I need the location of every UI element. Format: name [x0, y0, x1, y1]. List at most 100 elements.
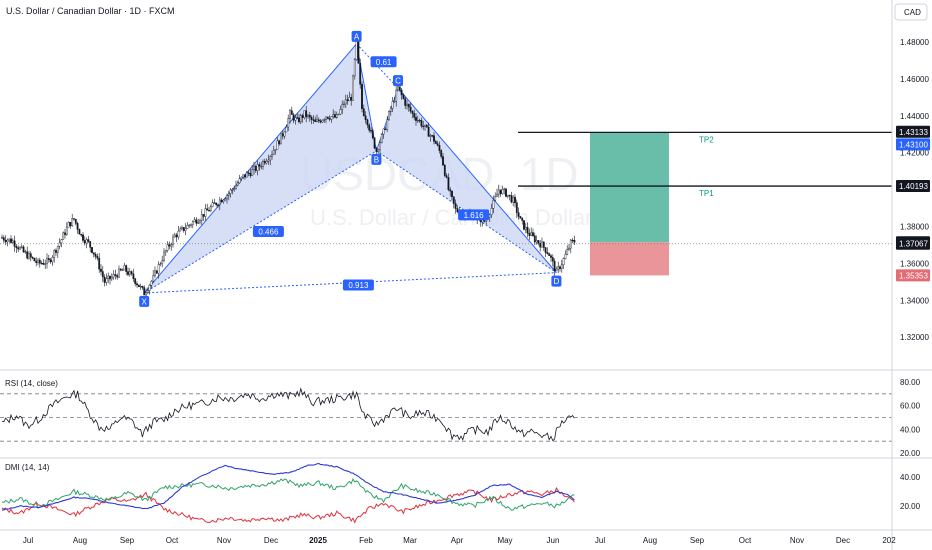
- pattern-leg-cd: [397, 87, 557, 273]
- candle-body: [355, 40, 358, 60]
- pattern-point-x-badge[interactable]: [139, 295, 150, 307]
- pattern-point-c-badge[interactable]: [393, 75, 403, 87]
- pattern-point-d-badge[interactable]: [551, 275, 562, 287]
- candle-body: [71, 218, 74, 227]
- candle-body: [38, 259, 41, 264]
- candle-body: [524, 227, 527, 230]
- candle-body: [303, 110, 306, 118]
- pattern-point-a-badge[interactable]: [351, 30, 362, 42]
- pattern-point-a: A: [354, 32, 360, 41]
- time-tick-label: Nov: [217, 536, 231, 545]
- candle-body: [299, 115, 302, 123]
- dmi-pane[interactable]: [1, 462, 575, 524]
- candle-body: [488, 214, 491, 218]
- price-tag[interactable]: [896, 180, 930, 193]
- candle-body: [353, 59, 356, 77]
- candle-body: [285, 126, 288, 133]
- candle-body: [247, 172, 250, 174]
- price-tick-label: 1.46000: [900, 75, 929, 84]
- price-tag[interactable]: [896, 237, 930, 250]
- candle-body: [533, 235, 536, 243]
- currency-box[interactable]: [894, 3, 928, 21]
- candle-body: [69, 222, 72, 227]
- candle-body: [119, 268, 122, 271]
- long-position-loss-zone[interactable]: [590, 242, 669, 276]
- candle-body: [175, 234, 178, 238]
- candle-body: [164, 250, 167, 253]
- candle-body: [490, 208, 493, 216]
- candle-body: [10, 238, 12, 243]
- pattern-point-b-badge[interactable]: [371, 153, 382, 165]
- candle-body: [240, 176, 243, 179]
- candle-body: [492, 200, 495, 209]
- candle-body: [204, 208, 207, 217]
- price-tag-label: 1.35353: [899, 271, 928, 280]
- candle-body: [548, 253, 551, 256]
- candle-body: [537, 240, 540, 244]
- candle-body: [208, 210, 210, 212]
- candle-body: [316, 119, 318, 123]
- candle-body: [173, 234, 176, 238]
- candle-body: [350, 97, 353, 101]
- candle-body: [447, 177, 450, 190]
- candle-body: [20, 246, 23, 248]
- candle-body: [202, 214, 205, 217]
- price-tick-label: 1.34000: [900, 296, 929, 305]
- time-tick-label: Feb: [359, 536, 373, 545]
- time-tick-label: Sep: [120, 536, 135, 545]
- pattern-ratio-label: 0.913: [348, 281, 369, 290]
- pattern-ratio-badge: [370, 56, 397, 68]
- candle-body: [413, 113, 416, 118]
- candle-body: [80, 234, 83, 236]
- candle-body: [344, 99, 347, 105]
- candle-body: [422, 125, 425, 128]
- candle-body: [91, 247, 93, 253]
- candle-body: [555, 268, 558, 272]
- rsi-tick-label: 60.00: [900, 402, 921, 411]
- candle-body: [103, 276, 106, 283]
- time-tick-label: Dec: [264, 536, 278, 545]
- candle-body: [211, 202, 214, 207]
- price-tag[interactable]: [896, 138, 930, 151]
- candle-body: [220, 199, 223, 203]
- candle-body: [60, 239, 63, 244]
- dmi-adx-line: [1, 462, 575, 511]
- candle-body: [249, 173, 252, 176]
- candle-body: [197, 221, 200, 224]
- candle-body: [98, 257, 101, 270]
- candle-body: [4, 239, 7, 243]
- candle-body: [148, 285, 151, 291]
- pattern-ratio-badge: [458, 209, 490, 221]
- candle-body: [289, 110, 291, 119]
- candle-body: [497, 189, 500, 195]
- price-tag[interactable]: [896, 269, 930, 282]
- price-tag-label: 1.43100: [899, 140, 928, 149]
- candle-body: [73, 218, 75, 220]
- price-tag[interactable]: [896, 125, 930, 138]
- candle-body: [272, 150, 275, 155]
- candle-body: [143, 287, 146, 296]
- candle-body: [515, 202, 518, 213]
- candle-body: [290, 110, 293, 115]
- rsi-pane[interactable]: [0, 387, 892, 442]
- candle-body: [553, 260, 556, 272]
- main-price-pane[interactable]: TP2 TP1 X A B C D 0.61 0.466 0.913 1.616: [0, 30, 892, 307]
- dmi-tick-label: 20.00: [900, 502, 921, 511]
- candle-body: [231, 189, 234, 191]
- rsi-tick-label: 20.00: [900, 449, 921, 458]
- candle-body: [139, 286, 142, 288]
- candle-body: [141, 286, 144, 288]
- price-tick-label: 1.44000: [900, 112, 929, 121]
- candle-body: [87, 239, 90, 242]
- candle-body: [404, 98, 407, 106]
- candle-body: [130, 271, 133, 275]
- candle-body: [46, 258, 48, 265]
- candle-body: [82, 234, 84, 241]
- candle-body: [382, 128, 385, 135]
- time-tick-label: Dec: [836, 536, 850, 545]
- candle-body: [508, 194, 511, 197]
- candle-body: [510, 195, 513, 203]
- candle-body: [22, 246, 25, 253]
- long-position-profit-zone[interactable]: [590, 132, 669, 243]
